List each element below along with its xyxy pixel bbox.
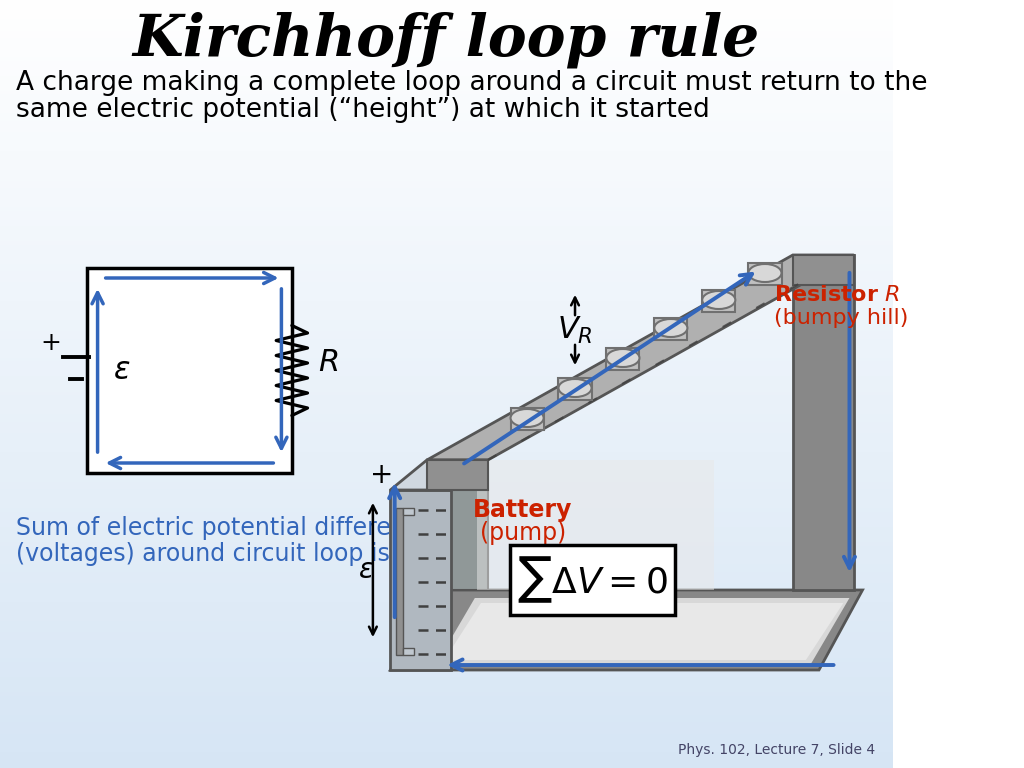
Ellipse shape [654,319,687,337]
Text: same electric potential (“height”) at which it started: same electric potential (“height”) at wh… [15,97,710,123]
Text: Resistor $R$: Resistor $R$ [774,285,900,305]
Text: $R$: $R$ [318,348,338,377]
Polygon shape [435,598,850,665]
Text: Phys. 102, Lecture 7, Slide 4: Phys. 102, Lecture 7, Slide 4 [679,743,876,757]
Text: Battery: Battery [473,498,572,522]
Polygon shape [402,508,414,515]
Bar [606,348,640,370]
Polygon shape [444,603,844,660]
Text: $\varepsilon$: $\varepsilon$ [358,556,374,584]
Ellipse shape [606,349,640,367]
Polygon shape [477,460,715,590]
Polygon shape [793,255,854,590]
Text: Kirchhoff loop rule: Kirchhoff loop rule [132,12,760,68]
Text: A charge making a complete loop around a circuit must return to the: A charge making a complete loop around a… [15,70,927,96]
Text: $\sum \Delta V = 0$: $\sum \Delta V = 0$ [517,554,668,605]
Bar [87,268,292,473]
Ellipse shape [511,409,544,427]
FancyBboxPatch shape [510,545,675,615]
Ellipse shape [749,264,781,282]
Text: $\varepsilon$: $\varepsilon$ [114,356,131,385]
Ellipse shape [558,379,592,397]
Text: (bumpy hill): (bumpy hill) [774,308,908,328]
Text: Sum of electric potential differences: Sum of electric potential differences [15,516,445,540]
Bar [511,408,544,430]
Text: (voltages) around circuit loop is zero: (voltages) around circuit loop is zero [15,542,447,566]
Polygon shape [793,255,854,285]
Polygon shape [427,460,487,490]
Polygon shape [402,648,414,655]
Text: +: + [370,461,393,489]
Polygon shape [390,590,862,670]
Text: +: + [40,330,61,355]
Bar [702,290,735,312]
Polygon shape [427,255,854,460]
Bar [654,318,687,340]
Polygon shape [390,460,487,490]
Text: (pump): (pump) [479,521,566,545]
Bar [558,378,592,400]
Bar [749,263,781,285]
Ellipse shape [702,291,735,309]
Polygon shape [396,508,402,655]
Polygon shape [390,490,452,670]
Text: $V_R$: $V_R$ [557,314,593,346]
Polygon shape [427,460,487,590]
